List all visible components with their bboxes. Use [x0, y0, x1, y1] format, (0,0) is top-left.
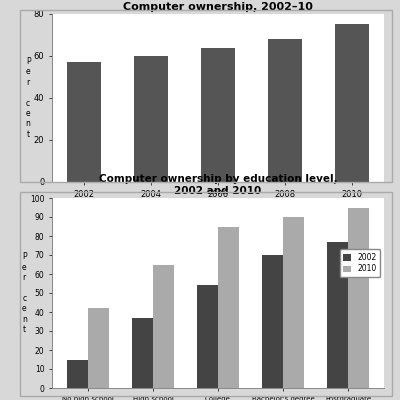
Legend: 2002, 2010: 2002, 2010 — [340, 249, 380, 277]
Bar — [283, 217, 304, 388]
Bar — [218, 226, 239, 388]
Title: Computer ownership by education level,
2002 and 2010: Computer ownership by education level, 2… — [99, 174, 337, 196]
Bar — [335, 24, 369, 182]
Bar — [201, 48, 235, 182]
Bar — [153, 264, 174, 388]
Y-axis label: P
e
r
 
c
e
n
t: P e r c e n t — [26, 57, 31, 139]
Bar — [268, 39, 302, 182]
Bar — [262, 255, 283, 388]
X-axis label: Year: Year — [208, 200, 228, 209]
Bar — [88, 308, 109, 388]
Bar — [134, 56, 168, 182]
Title: Computer ownership, 2002–10: Computer ownership, 2002–10 — [123, 2, 313, 12]
Bar — [67, 62, 101, 182]
Bar — [348, 208, 369, 388]
Y-axis label: P
e
r
 
c
e
n
t: P e r c e n t — [22, 252, 27, 334]
Bar — [197, 286, 218, 388]
Bar — [132, 318, 153, 388]
Bar — [67, 360, 88, 388]
Bar — [327, 242, 348, 388]
